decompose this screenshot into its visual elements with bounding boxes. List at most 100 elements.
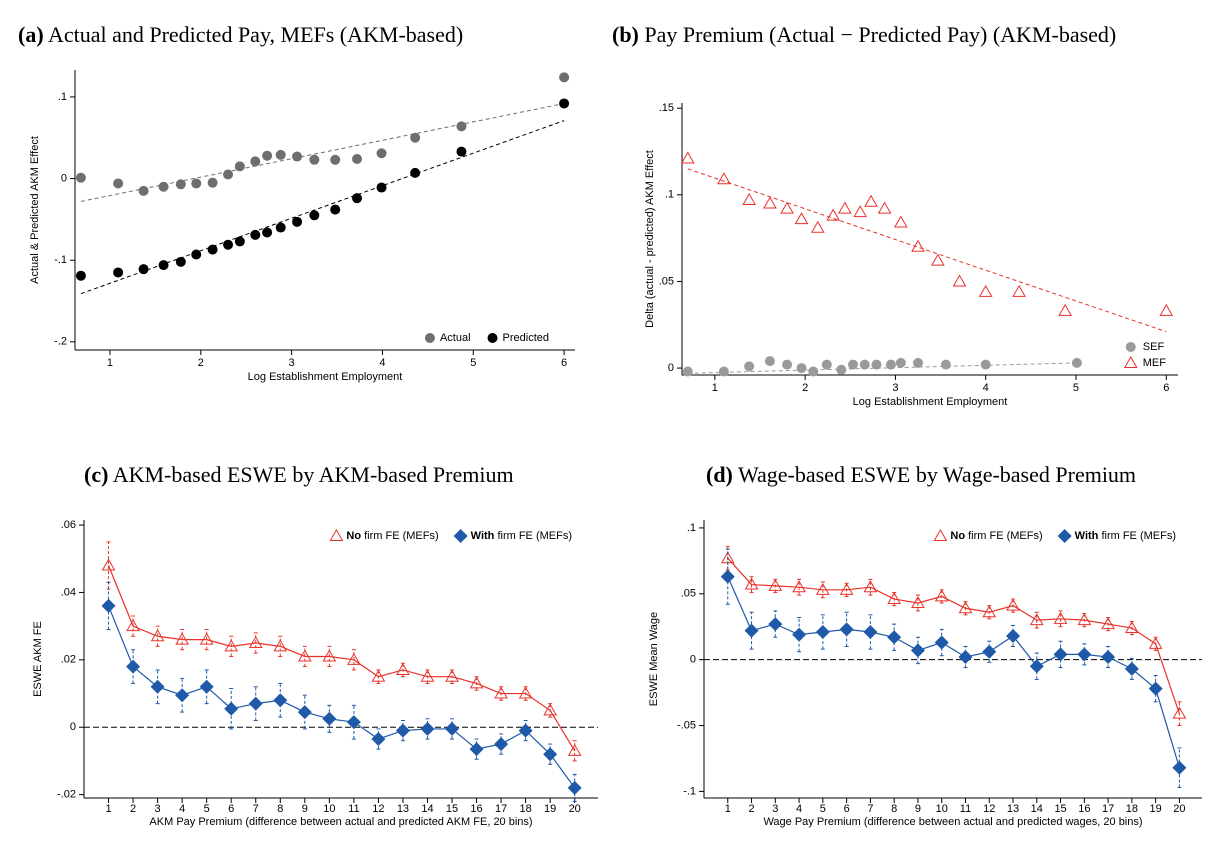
y-tick-label: .1 [665, 189, 674, 201]
point [1148, 636, 1163, 649]
legend-label-strong: No [950, 530, 965, 542]
point [330, 204, 341, 215]
y-tick-label: -.05 [677, 719, 696, 731]
point [297, 649, 312, 662]
y-tick-label: .04 [61, 586, 76, 598]
point [930, 253, 945, 266]
legend-label: Predicted [503, 332, 549, 344]
x-axis-title: Wage Pay Premium (difference between act… [763, 816, 1142, 828]
point [199, 632, 214, 645]
y-tick-label: -.1 [683, 785, 696, 797]
x-tick-label: 12 [372, 803, 384, 815]
point [322, 649, 337, 662]
legend-label: SEF [1143, 341, 1165, 353]
point [158, 260, 169, 271]
point [794, 212, 809, 225]
point [815, 582, 830, 595]
point [494, 686, 508, 699]
x-tick-label: 10 [936, 803, 948, 815]
x-tick-label: 3 [892, 382, 898, 394]
x-tick-label: 15 [1054, 803, 1066, 815]
panel-label: (b) [612, 22, 639, 47]
point [887, 592, 902, 605]
x-tick-label: 19 [1150, 803, 1162, 815]
point [292, 216, 303, 227]
x-axis-title: Log Establishment Employment [248, 371, 403, 383]
x-tick-label: 14 [421, 803, 433, 815]
legend-marker [487, 333, 498, 343]
point [347, 652, 361, 665]
point [376, 182, 387, 193]
point [175, 179, 186, 190]
point [456, 146, 467, 157]
point [410, 132, 421, 143]
point [836, 364, 847, 375]
error-bar [773, 610, 778, 638]
point [322, 711, 337, 726]
legend-marker [424, 333, 435, 343]
x-tick-label: 5 [470, 357, 476, 369]
point [863, 624, 878, 639]
y-tick-label: .1 [58, 91, 67, 103]
point [1148, 681, 1163, 696]
legend-label: MEF [1143, 357, 1167, 369]
x-axis-title: AKM Pay Premium (difference between actu… [149, 816, 532, 828]
y-tick-label: .15 [659, 102, 674, 114]
point [978, 284, 993, 297]
point [113, 267, 124, 278]
x-tick-label: 1 [105, 803, 111, 815]
point [980, 359, 991, 370]
error-bar [939, 628, 944, 657]
error-bar [1034, 611, 1039, 629]
point [839, 582, 854, 595]
error-bar [1153, 674, 1158, 703]
error-bar [106, 581, 111, 631]
point [718, 366, 729, 377]
point [808, 366, 819, 377]
point [420, 721, 435, 736]
point [567, 743, 582, 756]
point [815, 624, 830, 639]
x-axis-title: Log Establishment Employment [853, 396, 1008, 408]
point [1172, 706, 1187, 719]
point [199, 679, 214, 694]
error-bar [1058, 640, 1063, 669]
error-bar [915, 594, 920, 612]
x-tick-label: 1 [107, 357, 113, 369]
point [1172, 760, 1187, 775]
x-tick-label: 3 [289, 357, 295, 369]
x-tick-label: 11 [348, 803, 359, 815]
point [207, 244, 218, 255]
error-bar [749, 611, 754, 650]
point [543, 747, 558, 762]
point [871, 359, 882, 370]
y-tick-label: 0 [690, 654, 696, 666]
point [764, 356, 775, 367]
point [1053, 647, 1068, 662]
x-tick-label: 18 [519, 803, 531, 815]
point [494, 737, 509, 752]
x-tick-label: 17 [1102, 803, 1114, 815]
panel-title: (d) Wage-based ESWE by Wage-based Premiu… [706, 462, 1211, 488]
x-tick-label: 1 [725, 803, 731, 815]
point [75, 270, 86, 281]
point [224, 639, 239, 652]
point [297, 705, 312, 720]
point [191, 178, 202, 189]
point [912, 357, 923, 368]
point [543, 703, 558, 716]
x-tick-label: 7 [867, 803, 873, 815]
point [1071, 357, 1082, 368]
point [911, 239, 925, 252]
error-bar [892, 623, 897, 651]
title: Wage-based ESWE by Wage-based Premium [738, 462, 1137, 487]
point [877, 201, 892, 214]
error-bar [820, 581, 825, 599]
point [885, 359, 896, 370]
x-tick-label: 16 [470, 803, 482, 815]
point [207, 177, 218, 188]
legend-label: No firm FE (MEFs) [346, 530, 438, 542]
x-tick-label: 17 [495, 803, 507, 815]
point [138, 185, 149, 196]
